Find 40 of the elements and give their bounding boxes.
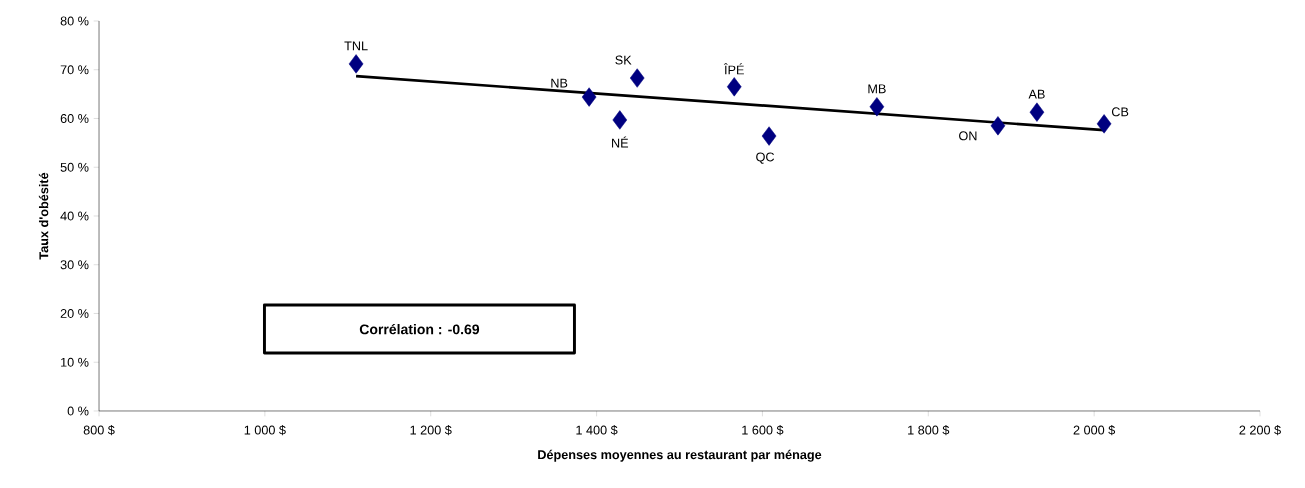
x-tick-label: 1 400 $ [576, 425, 618, 436]
y-tick-label: 70 % [60, 65, 89, 75]
x-tick-label: 1 200 $ [410, 425, 452, 436]
x-tick-label: 800 $ [83, 425, 115, 436]
y-axis-title: Taux d'obésité [38, 172, 49, 260]
annotation: Corrélation : -0.69 [359, 323, 480, 335]
y-tick-label: 80 % [60, 16, 89, 26]
annotation: ON [959, 131, 977, 141]
x-tick-label: 1 000 $ [244, 425, 286, 436]
annotation: AB [1028, 89, 1045, 99]
annotation: CB [1111, 107, 1129, 117]
point [1096, 114, 1112, 134]
y-tick-label: 0 % [67, 406, 89, 416]
x-tick-label: 2 200 $ [1239, 425, 1281, 436]
point [726, 77, 742, 97]
y-tick-label: 20 % [60, 309, 89, 318]
point [629, 68, 645, 88]
x-axis-title: Dépenses moyennes au restaurant par ménage [538, 449, 822, 462]
annotation: QC [756, 152, 775, 164]
point [869, 97, 885, 117]
y-tick-label: 10 % [61, 357, 89, 367]
annotation: ÎPÉ [723, 63, 744, 75]
x-tick-label: 2 000 $ [1073, 425, 1116, 436]
y-tick-label: 30 % [60, 260, 89, 270]
point [581, 87, 597, 107]
point [761, 126, 777, 146]
y-tick-label: 60 % [60, 114, 89, 123]
annotation: NB [551, 78, 568, 88]
point [1029, 102, 1045, 122]
x-tick-label: 1 800 $ [908, 425, 950, 436]
x-tick-label: 1 600 $ [742, 425, 784, 436]
annotation: TNL [344, 41, 368, 51]
y-tick-label: 40 % [60, 211, 89, 221]
annotation: MB [868, 84, 886, 94]
point [612, 110, 628, 130]
point [990, 116, 1006, 136]
point [348, 54, 364, 74]
annotation: SK [615, 55, 632, 65]
annotation: NÉ [612, 136, 629, 148]
y-tick-label: 50 % [60, 162, 89, 172]
